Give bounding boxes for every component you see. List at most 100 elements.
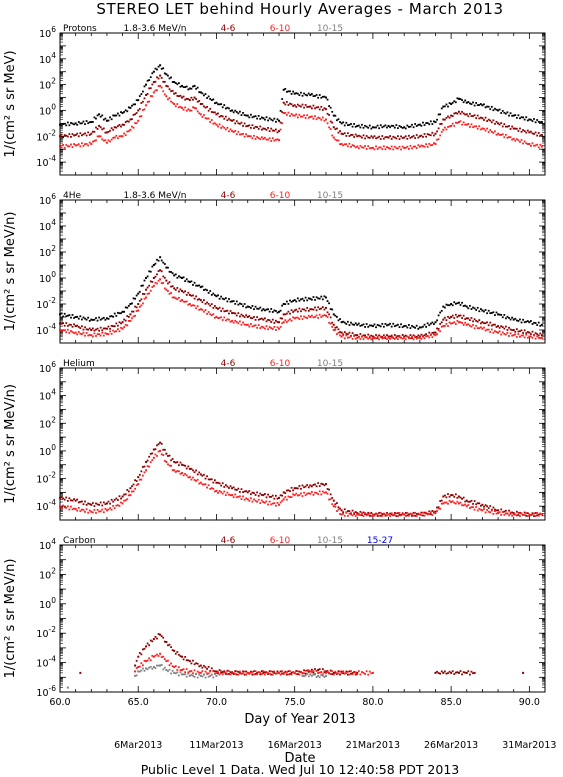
data-point [523, 329, 526, 332]
data-point [285, 673, 288, 676]
data-point [515, 116, 518, 119]
data-point [184, 673, 187, 676]
data-point [182, 673, 185, 676]
data-point [397, 335, 399, 337]
data-point [384, 136, 387, 139]
data-point [82, 133, 85, 136]
legend-entry: 6-10 [270, 536, 291, 546]
data-point [81, 134, 83, 137]
data-point [220, 310, 223, 312]
data-point [395, 515, 398, 518]
data-point [201, 308, 204, 311]
data-point [145, 469, 148, 472]
data-point [102, 316, 105, 319]
data-point [146, 668, 149, 671]
data-point [401, 326, 404, 329]
legend-entry: 10-15 [317, 536, 343, 546]
data-point [390, 325, 393, 328]
data-point [362, 323, 365, 326]
data-point [373, 513, 376, 516]
data-point [221, 671, 224, 673]
data-point [315, 676, 318, 678]
data-point [275, 120, 277, 123]
data-point [334, 114, 337, 117]
data-point [454, 302, 457, 305]
data-point [478, 117, 481, 120]
data-point [228, 493, 230, 496]
data-point [151, 667, 154, 670]
data-point [453, 317, 456, 319]
data-point [270, 118, 273, 121]
data-point [282, 498, 285, 501]
data-point [268, 130, 271, 132]
data-point [324, 96, 327, 99]
data-point [62, 143, 65, 146]
data-point [154, 80, 157, 83]
data-point [204, 483, 207, 486]
data-point [512, 512, 515, 515]
data-point [77, 506, 80, 509]
data-point [464, 304, 467, 307]
data-point [490, 509, 493, 512]
data-point [348, 142, 351, 145]
data-point [461, 317, 463, 319]
data-point [127, 130, 130, 133]
data-point [239, 110, 241, 113]
data-point [318, 490, 321, 493]
data-point [91, 502, 94, 504]
data-point [218, 306, 221, 309]
data-point [403, 513, 406, 516]
data-point [131, 104, 133, 107]
data-point [152, 448, 155, 451]
data-point [401, 145, 404, 148]
data-point [337, 139, 340, 142]
data-point [87, 334, 90, 337]
data-point [376, 337, 379, 339]
data-point [140, 478, 143, 481]
data-point [490, 105, 493, 108]
data-point [85, 134, 88, 137]
data-point [239, 495, 241, 498]
data-point [519, 515, 521, 517]
data-point [342, 334, 345, 337]
data-point [96, 333, 99, 336]
data-point [267, 308, 269, 311]
data-point [181, 668, 184, 671]
y-tick-label: 100 [39, 443, 56, 458]
data-point [526, 119, 529, 122]
data-point [248, 124, 251, 127]
data-point [187, 659, 190, 662]
data-point [348, 670, 351, 673]
data-point [170, 271, 172, 273]
data-point [159, 269, 162, 272]
data-point [104, 131, 107, 134]
data-point [478, 327, 481, 330]
data-point [182, 276, 185, 279]
data-point [181, 299, 184, 302]
data-point [145, 288, 148, 291]
data-point [279, 128, 282, 131]
data-point [331, 497, 334, 499]
data-point [215, 306, 218, 309]
data-point [132, 114, 135, 116]
data-point [168, 281, 171, 284]
data-point [367, 136, 370, 139]
data-point [256, 671, 259, 674]
data-point [210, 487, 213, 489]
data-point [533, 133, 535, 135]
data-point [220, 115, 223, 117]
data-point [376, 124, 379, 127]
data-point [320, 295, 323, 298]
data-point [151, 655, 154, 657]
data-point [85, 332, 88, 334]
data-point [508, 317, 510, 319]
data-point [287, 111, 290, 114]
data-point [212, 313, 215, 316]
data-point [165, 73, 168, 76]
data-point [254, 324, 257, 327]
data-point [522, 513, 524, 516]
data-point [326, 492, 329, 495]
data-point [368, 336, 371, 339]
data-point [317, 674, 320, 677]
data-point [104, 327, 107, 330]
